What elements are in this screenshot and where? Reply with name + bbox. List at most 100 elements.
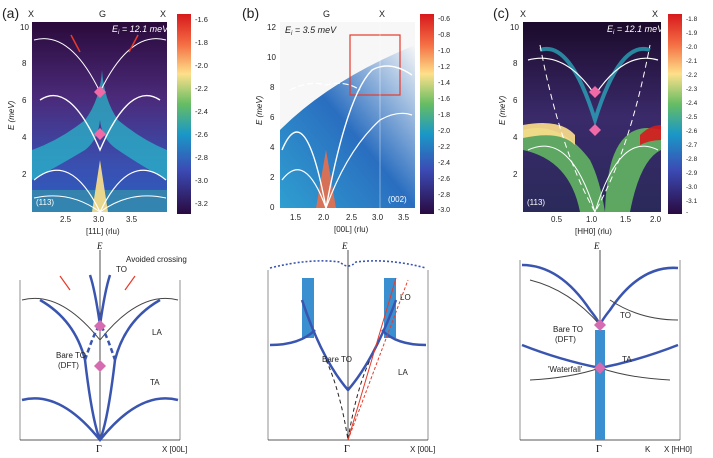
panel-b-xtick: 3.5 xyxy=(398,213,410,222)
schematic-a-avoided-label: Avoided crossing xyxy=(126,255,187,264)
schematic-c-waterfall-label: 'Waterfall' xyxy=(548,365,583,374)
cbar-b-tick: -2.6 xyxy=(438,176,450,183)
cbar-b-tick: -2.8 xyxy=(438,192,450,199)
panel-a-colorbar xyxy=(177,14,191,214)
schematic-a-marker-lower xyxy=(94,360,106,372)
cbar-c-tick: -1.9 xyxy=(686,30,698,37)
panel-b-energy-label: Ei = 3.5 meV xyxy=(285,25,337,37)
schematic-c-ta-label: TA xyxy=(622,355,632,364)
panel-a-label: (a) xyxy=(2,5,19,21)
schematic-a-x-axis: X [00L] xyxy=(162,445,187,454)
schematic-a-dft-label: (DFT) xyxy=(58,361,79,370)
panel-a-zone: (113) xyxy=(36,198,54,207)
schematic-b-bare-to xyxy=(325,359,371,441)
panel-c-yticks: 2 4 6 8 10 xyxy=(510,23,519,179)
panel-c-ytick: 10 xyxy=(510,23,519,32)
schematic-b-la-left xyxy=(269,329,316,347)
schematic-b-red-line-2 xyxy=(347,279,409,441)
schematic-c-gray-branch xyxy=(609,299,679,321)
cbar-b-tick: -0.8 xyxy=(438,32,450,39)
panel-b-branch-1 xyxy=(281,65,413,209)
cbar-b-tick: -1.6 xyxy=(438,96,450,103)
schematic-c-dft-label: (DFT) xyxy=(555,335,576,344)
schematic-a-gamma: Γ xyxy=(96,444,102,455)
panel-c-top-tick-x-right: X xyxy=(652,9,658,19)
cbar-a-tick: -2.6 xyxy=(195,130,208,139)
schematic-a-to-label: TO xyxy=(116,265,127,274)
cbar-b-tick: -2.0 xyxy=(438,128,450,135)
panel-b-xtick: 1.5 xyxy=(290,213,302,222)
cbar-a-tick: -2.2 xyxy=(195,84,208,93)
schematic-a-la-curve xyxy=(21,297,179,341)
panel-a-top-tick-g: G xyxy=(99,9,106,19)
panel-a-marker-upper xyxy=(94,86,106,98)
panel-c-ytick: 8 xyxy=(513,59,518,68)
panel-a-xtick: 2.5 xyxy=(60,215,72,224)
cbar-b-tick: -0.6 xyxy=(438,16,450,23)
panel-c-ta-right xyxy=(594,145,659,213)
schematic-b-lo-label: LO xyxy=(400,293,411,302)
panel-a-arrow-right xyxy=(128,34,139,53)
panel-c-xlabel: [HH0] (rlu) xyxy=(575,227,612,236)
cbar-a-tick: -2.0 xyxy=(195,61,208,70)
cbar-b-tick: -2.2 xyxy=(438,144,450,151)
cbar-a-tick: -1.8 xyxy=(195,38,208,47)
cbar-c-tick: -2.4 xyxy=(686,100,698,107)
cbar-c-tick: -2.3 xyxy=(686,86,698,93)
cbar-c-tick: -2.5 xyxy=(686,114,698,121)
panel-a-top-tick-x-right: X xyxy=(160,9,166,19)
panel-a-colorbar-labels: -1.6 -1.8 -2.0 -2.2 -2.4 -2.6 -2.8 -3.0 … xyxy=(195,15,208,208)
panel-c-top-tick-x-left: X xyxy=(520,9,526,19)
panel-b-top-tick-x: X xyxy=(379,9,385,19)
panel-c-hot-left xyxy=(523,122,575,145)
schematic-b-dotted-top xyxy=(269,260,427,269)
panel-a-gamma-peak xyxy=(92,160,108,212)
cbar-c-tick: -3.1 xyxy=(686,198,698,205)
panel-a-xtick: 3.5 xyxy=(126,215,138,224)
schematic-a-la-label: LA xyxy=(152,328,162,337)
schematic-b-to-curve xyxy=(300,299,398,392)
panel-b-ytick: 2 xyxy=(270,173,275,182)
schematic-c-k: K xyxy=(645,445,651,454)
cbar-b-tick: -2.4 xyxy=(438,160,450,167)
schematic-c-waterfall-bar xyxy=(595,330,605,440)
cbar-a-tick: -2.4 xyxy=(195,107,208,116)
panel-b-dashed xyxy=(289,82,361,91)
schematic-a-arrow-right xyxy=(124,275,136,291)
panel-c-colorbar xyxy=(668,14,682,214)
panel-a-arrow-left xyxy=(70,34,81,53)
panel-c-xtick: 2.0 xyxy=(650,215,662,224)
panel-b-branch-2 xyxy=(281,112,413,210)
panel-c-hot-right xyxy=(640,125,661,145)
cbar-b-tick: -1.0 xyxy=(438,48,450,55)
schematic-c-x-axis: X [HH0] xyxy=(664,445,692,454)
panel-a-ytick: 10 xyxy=(20,23,29,32)
panel-a-ytick: 8 xyxy=(22,59,27,68)
panel-c-ytick: 4 xyxy=(513,133,518,142)
panel-a-ytick: 2 xyxy=(22,170,27,179)
panel-c-xtick: 1.0 xyxy=(586,215,598,224)
panel-a-xlabel: [11L] (rlu) xyxy=(86,227,120,236)
schematic-b-la-right xyxy=(381,329,427,347)
panel-c: (c) X X Ei = 12.1 meV (113) 2 4 6 8 10 E… xyxy=(493,5,698,236)
panel-a-band xyxy=(32,70,167,180)
cbar-c-tick: -2.1 xyxy=(686,58,698,65)
cbar-b-tick: -1.8 xyxy=(438,112,450,119)
schematic-a-bare-to-label: Bare TO xyxy=(56,351,86,360)
schematic-a-to-right xyxy=(98,298,161,441)
schematic-b-gamma: Γ xyxy=(344,444,350,455)
schematic-c-to-label: TO xyxy=(620,311,631,320)
cbar-b-tick: -1.2 xyxy=(438,64,450,71)
panel-a-top-tick-x-left: X xyxy=(28,9,34,19)
schematic-a-arrow-left xyxy=(59,275,71,291)
panel-c-band-right xyxy=(605,128,661,212)
schematic-c-marker-lower xyxy=(594,362,606,374)
panel-c-ta-left xyxy=(527,145,596,213)
cbar-c-tick: -2.8 xyxy=(686,156,698,163)
schematic-a-e-label: E xyxy=(96,241,103,251)
panel-b-xlabel: [00L] (rlu) xyxy=(334,225,369,234)
schematic-c-bare-to xyxy=(529,279,601,326)
panel-a-energy-label: Ei = 12.1 meV xyxy=(112,24,169,36)
panel-b-zone: (002) xyxy=(388,195,407,204)
